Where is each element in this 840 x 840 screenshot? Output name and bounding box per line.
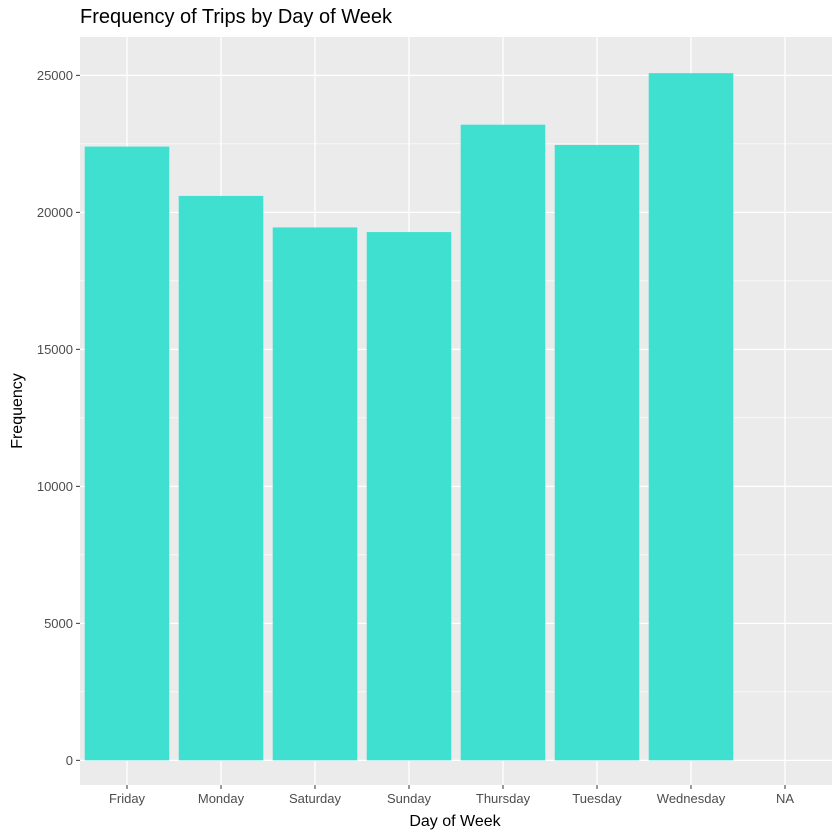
y-tick-label: 0 — [66, 753, 73, 768]
x-tick-label: NA — [776, 791, 794, 806]
y-tick-label: 15000 — [37, 342, 73, 357]
bar-saturday — [272, 227, 358, 761]
bar-monday — [178, 195, 264, 761]
x-tick-label: Tuesday — [572, 791, 622, 806]
x-axis-title: Day of Week — [409, 813, 501, 830]
x-tick-label: Wednesday — [657, 791, 726, 806]
x-tick-label: Sunday — [387, 791, 432, 806]
x-tick-label: Saturday — [289, 791, 342, 806]
x-tick-label: Monday — [198, 791, 245, 806]
bars — [84, 73, 734, 761]
x-tick-label: Friday — [109, 791, 146, 806]
bar-thursday — [460, 124, 546, 761]
bar-sunday — [366, 232, 452, 761]
y-tick-label: 5000 — [44, 616, 73, 631]
y-tick-label: 10000 — [37, 479, 73, 494]
y-axis-title: Frequency — [9, 373, 26, 449]
x-axis: Friday Monday Saturday Sunday Thursday Tuesda… — [109, 785, 794, 806]
bar-tuesday — [554, 144, 640, 761]
y-tick-label: 20000 — [37, 205, 73, 220]
chart-title: Frequency of Trips by Day of Week — [80, 6, 393, 28]
bar-wednesday — [648, 73, 734, 761]
y-axis: 0 5000 10000 15000 20000 25000 — [37, 68, 80, 768]
bar-friday — [84, 146, 170, 761]
x-tick-label: Thursday — [476, 791, 531, 806]
y-tick-label: 25000 — [37, 68, 73, 83]
